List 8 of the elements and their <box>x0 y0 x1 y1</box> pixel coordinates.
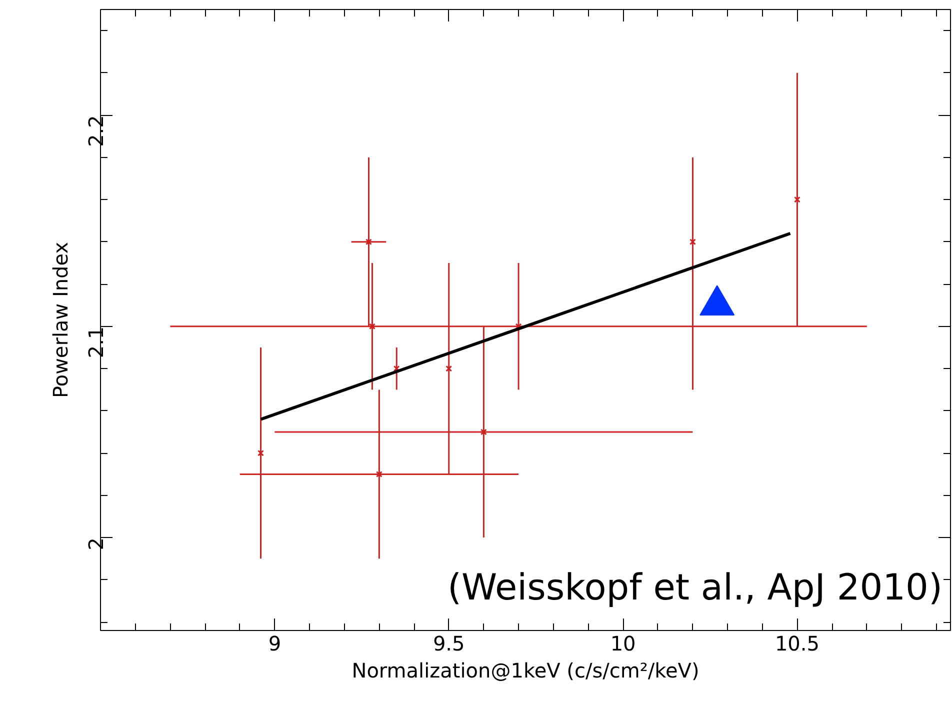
x-tick-label: 9.5 <box>432 632 465 656</box>
x-tick-label: 9 <box>268 632 282 656</box>
x-tick-label: 10 <box>610 632 636 656</box>
x-tick-label: 10.5 <box>774 632 820 656</box>
y-tick-label: 2 <box>84 538 108 550</box>
annotation: (Weisskopf et al., ApJ 2010) <box>447 568 943 608</box>
y-axis-title: Powerlaw Index <box>48 242 72 398</box>
x-axis-title: Normalization@1keV (c/s/cm²/keV) <box>352 658 700 682</box>
